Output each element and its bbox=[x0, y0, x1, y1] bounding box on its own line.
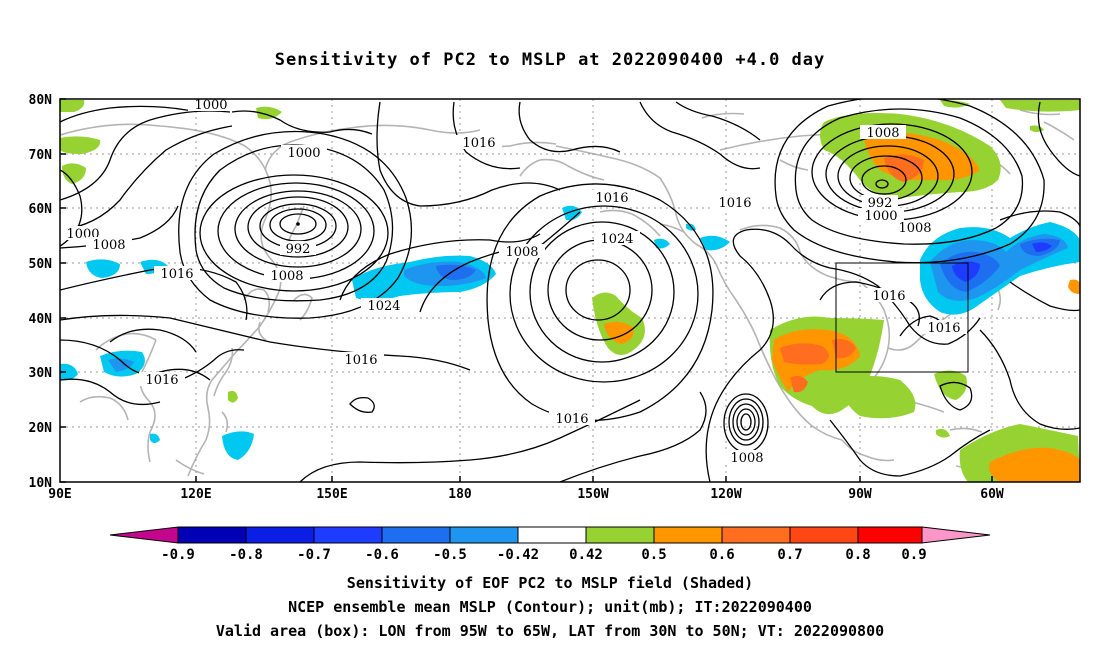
colorbar-label: 0.9 bbox=[901, 547, 926, 563]
colorbar-labels: -0.9 -0.8 -0.7 -0.6 -0.5 -0.42 0.42 0.5 … bbox=[161, 547, 927, 563]
contour-label: 1000 bbox=[864, 209, 897, 224]
colorbar-swatch bbox=[789, 526, 859, 544]
contour-label: 1016 bbox=[555, 412, 588, 427]
lat-tick-label: 40N bbox=[29, 312, 53, 327]
colorbar-swatch bbox=[653, 526, 723, 544]
contour-label: 1016 bbox=[160, 267, 193, 282]
colorbar-label: 0.7 bbox=[777, 547, 802, 563]
lon-tick-label: 120W bbox=[710, 487, 741, 502]
lon-tick-label: 180 bbox=[448, 487, 472, 502]
contour-label: 1016 bbox=[344, 353, 377, 368]
colorbar-label: 0.8 bbox=[845, 547, 870, 563]
contour-label: 1016 bbox=[145, 373, 178, 388]
contour-label: 992 bbox=[868, 196, 893, 211]
contour-label: 1016 bbox=[595, 191, 628, 206]
axis-ticks bbox=[60, 98, 993, 483]
contour-labels: 1000 1000 1000 1000 1008 1008 1008 1008 … bbox=[60, 98, 967, 466]
colorbar-label: 0.6 bbox=[709, 547, 734, 563]
lat-tick-label: 20N bbox=[29, 421, 53, 436]
colorbar-swatch bbox=[245, 526, 315, 544]
lat-tick-label: 10N bbox=[29, 476, 53, 491]
contour-label: 1000 bbox=[287, 146, 320, 161]
lon-tick-label: 60W bbox=[980, 487, 1004, 502]
colorbar-label: -0.6 bbox=[365, 547, 399, 563]
footer-line-2: NCEP ensemble mean MSLP (Contour); unit(… bbox=[288, 598, 812, 616]
colorbar bbox=[109, 526, 991, 544]
contour-label: 1008 bbox=[270, 269, 303, 284]
lat-tick-label: 70N bbox=[29, 148, 53, 163]
low-center-marker bbox=[296, 222, 300, 226]
valid-area-box bbox=[835, 262, 969, 373]
colorbar-swatch bbox=[449, 526, 519, 544]
lon-tick-label: 120E bbox=[180, 487, 211, 502]
colorbar-neg-extend bbox=[109, 526, 179, 544]
colorbar-label: -0.8 bbox=[229, 547, 263, 563]
lon-tick-label: 90E bbox=[48, 487, 71, 502]
colorbar-label: 0.5 bbox=[641, 547, 666, 563]
colorbar-swatch bbox=[177, 526, 247, 544]
footer-line-3: Valid area (box): LON from 95W to 65W, L… bbox=[215, 622, 885, 640]
lat-tick-label: 80N bbox=[29, 93, 53, 108]
colorbar-label: -0.42 bbox=[497, 547, 539, 563]
contour-label: 1008 bbox=[505, 245, 538, 260]
colorbar-label: -0.5 bbox=[433, 547, 467, 563]
mslp-contours bbox=[60, 99, 1080, 482]
colorbar-label: -0.9 bbox=[161, 547, 195, 563]
contour-label: 1024 bbox=[367, 299, 400, 314]
lat-tick-label: 60N bbox=[29, 202, 53, 217]
colorbar-swatch bbox=[585, 526, 655, 544]
contour-label: 1008 bbox=[92, 238, 125, 253]
colorbar-pos-extend bbox=[921, 526, 991, 544]
colorbar-label: 0.42 bbox=[569, 547, 603, 563]
latitude-labels: 80N 70N 60N 50N 40N 30N 20N 10N bbox=[29, 93, 53, 491]
colorbar-swatch bbox=[721, 526, 791, 544]
contour-label: 1016 bbox=[462, 136, 495, 151]
contour-label: 1008 bbox=[866, 126, 899, 141]
colorbar-swatch bbox=[313, 526, 383, 544]
contour-label: 1016 bbox=[718, 196, 751, 211]
lon-tick-label: 90W bbox=[848, 487, 872, 502]
contour-label: 1008 bbox=[898, 221, 931, 236]
contour-label: 1016 bbox=[872, 289, 905, 304]
contour-label: 1024 bbox=[600, 232, 633, 247]
lon-tick-label: 150W bbox=[577, 487, 608, 502]
colorbar-swatch bbox=[857, 526, 923, 544]
contour-label: 1016 bbox=[927, 321, 960, 336]
map-frame bbox=[59, 98, 1081, 483]
map-panel: 1000 1000 1000 1000 1008 1008 1008 1008 … bbox=[60, 98, 1080, 482]
footer-line-1: Sensitivity of EOF PC2 to MSLP field (Sh… bbox=[346, 574, 754, 592]
contour-label: 1000 bbox=[194, 98, 227, 113]
colorbar-label: -0.7 bbox=[297, 547, 331, 563]
lon-tick-label: 150E bbox=[316, 487, 347, 502]
map-title: Sensitivity of PC2 to MSLP at 2022090400… bbox=[274, 50, 826, 70]
lat-tick-label: 50N bbox=[29, 257, 53, 272]
lat-tick-label: 30N bbox=[29, 366, 53, 381]
colorbar-swatch bbox=[517, 526, 587, 544]
longitude-labels: 90E 120E 150E 180 150W 120W 90W 60W bbox=[48, 487, 1004, 502]
contour-label: 992 bbox=[286, 242, 311, 257]
contour-label: 1008 bbox=[730, 451, 763, 466]
colorbar-swatch bbox=[381, 526, 451, 544]
